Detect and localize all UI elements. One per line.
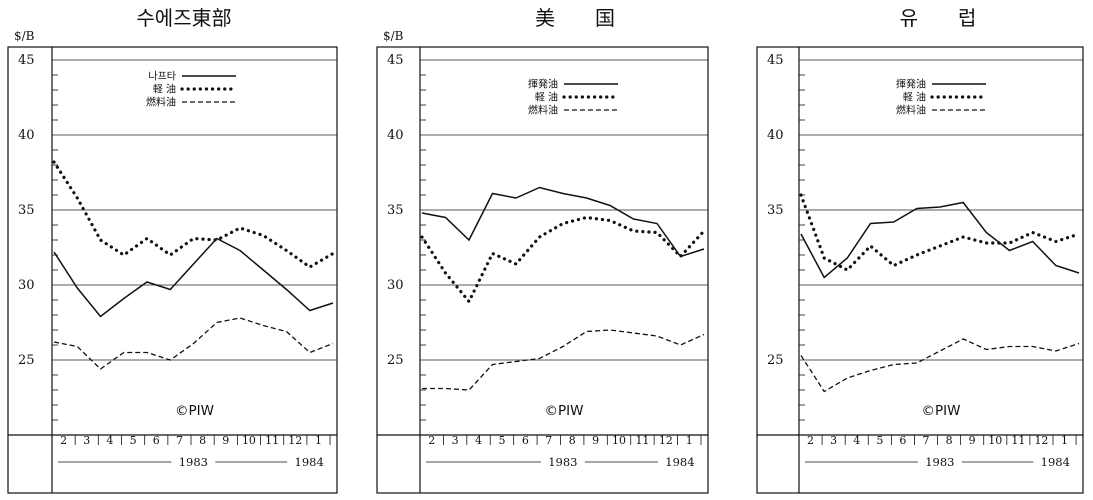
y-tick-label: 25 bbox=[18, 353, 35, 368]
month-label: 1 bbox=[1061, 434, 1068, 447]
legend-label: 揮発油 bbox=[896, 78, 926, 91]
month-label: 5 bbox=[130, 434, 137, 447]
legend-label: 燃料油 bbox=[528, 104, 558, 117]
year-label: 1983 bbox=[925, 455, 954, 469]
y-axis-unit: $/B bbox=[383, 29, 404, 43]
series-line-2 bbox=[420, 215, 706, 305]
year-label: 1983 bbox=[548, 455, 577, 469]
y-tick-label: 40 bbox=[387, 128, 404, 143]
series-line-3 bbox=[422, 329, 705, 391]
y-tick-label: 45 bbox=[387, 53, 404, 68]
panel-frame bbox=[376, 46, 709, 494]
panel-frame bbox=[7, 46, 338, 494]
month-label: 8 bbox=[199, 434, 206, 447]
month-label: 10 bbox=[988, 434, 1002, 447]
legend-label: 軽 油 bbox=[535, 91, 558, 104]
month-label: 7 bbox=[176, 434, 183, 447]
month-label: 9 bbox=[969, 434, 976, 447]
chart-title: 美 国 bbox=[535, 6, 615, 30]
month-label: 3 bbox=[830, 434, 837, 447]
chart-title: 유 럽 bbox=[900, 6, 977, 30]
y-tick-label: 25 bbox=[767, 353, 784, 368]
month-label: 9 bbox=[592, 434, 599, 447]
year-label: 1984 bbox=[1041, 455, 1070, 469]
legend-label: 燃料油 bbox=[896, 104, 926, 117]
watermark: ©PIW bbox=[545, 403, 584, 419]
y-tick-label: 30 bbox=[387, 278, 404, 293]
month-label: 1 bbox=[686, 434, 693, 447]
month-label: 6 bbox=[899, 434, 906, 447]
month-label: 12 bbox=[288, 434, 302, 447]
y-tick-label: 35 bbox=[767, 203, 784, 218]
month-label: 8 bbox=[569, 434, 576, 447]
month-label: 4 bbox=[106, 434, 113, 447]
watermark: ©PIW bbox=[922, 403, 961, 419]
y-tick-label: 40 bbox=[767, 128, 784, 143]
month-label: 10 bbox=[242, 434, 256, 447]
month-label: 11 bbox=[1011, 434, 1025, 447]
series-line-1 bbox=[421, 186, 705, 258]
month-label: 9 bbox=[222, 434, 229, 447]
month-label: 6 bbox=[522, 434, 529, 447]
month-label: 5 bbox=[876, 434, 883, 447]
month-label: 3 bbox=[452, 434, 459, 447]
y-tick-label: 35 bbox=[18, 203, 35, 218]
month-label: 7 bbox=[922, 434, 929, 447]
month-label: 8 bbox=[946, 434, 953, 447]
watermark: ©PIW bbox=[175, 403, 214, 419]
series-line-2 bbox=[799, 193, 1081, 272]
y-tick-label: 25 bbox=[387, 353, 404, 368]
month-label: 3 bbox=[83, 434, 90, 447]
month-label: 4 bbox=[853, 434, 860, 447]
month-label: 1 bbox=[315, 434, 322, 447]
legend-label: 나프타 bbox=[148, 71, 176, 83]
month-label: 2 bbox=[807, 434, 814, 447]
y-tick-label: 45 bbox=[18, 53, 35, 68]
month-label: 12 bbox=[659, 434, 673, 447]
month-label: 4 bbox=[475, 434, 482, 447]
month-label: 12 bbox=[1034, 434, 1048, 447]
y-tick-label: 30 bbox=[18, 278, 35, 293]
series-line-1 bbox=[800, 201, 1080, 279]
month-label: 10 bbox=[612, 434, 626, 447]
chart-title: 수에즈東部 bbox=[136, 6, 231, 30]
month-label: 2 bbox=[428, 434, 435, 447]
y-tick-label: 40 bbox=[18, 128, 35, 143]
y-axis-unit: $/B bbox=[14, 29, 35, 43]
month-label: 11 bbox=[265, 434, 279, 447]
month-label: 7 bbox=[545, 434, 552, 447]
year-label: 1984 bbox=[295, 455, 324, 469]
month-label: 6 bbox=[153, 434, 160, 447]
series-line-1 bbox=[53, 237, 334, 318]
legend-label: 軽 油 bbox=[153, 83, 176, 96]
series-line-2 bbox=[52, 160, 335, 269]
panel-frame bbox=[756, 46, 1084, 494]
month-label: 11 bbox=[635, 434, 649, 447]
legend-label: 軽 油 bbox=[903, 91, 926, 104]
year-label: 1984 bbox=[665, 455, 694, 469]
series-line-3 bbox=[800, 338, 1080, 393]
legend-label: 燃料油 bbox=[146, 96, 176, 109]
month-label: 5 bbox=[498, 434, 505, 447]
legend-label: 揮発油 bbox=[528, 78, 558, 91]
series-line-3 bbox=[53, 317, 334, 370]
y-tick-label: 45 bbox=[767, 53, 784, 68]
month-label: 2 bbox=[60, 434, 67, 447]
year-label: 1983 bbox=[179, 455, 208, 469]
y-tick-label: 35 bbox=[387, 203, 404, 218]
